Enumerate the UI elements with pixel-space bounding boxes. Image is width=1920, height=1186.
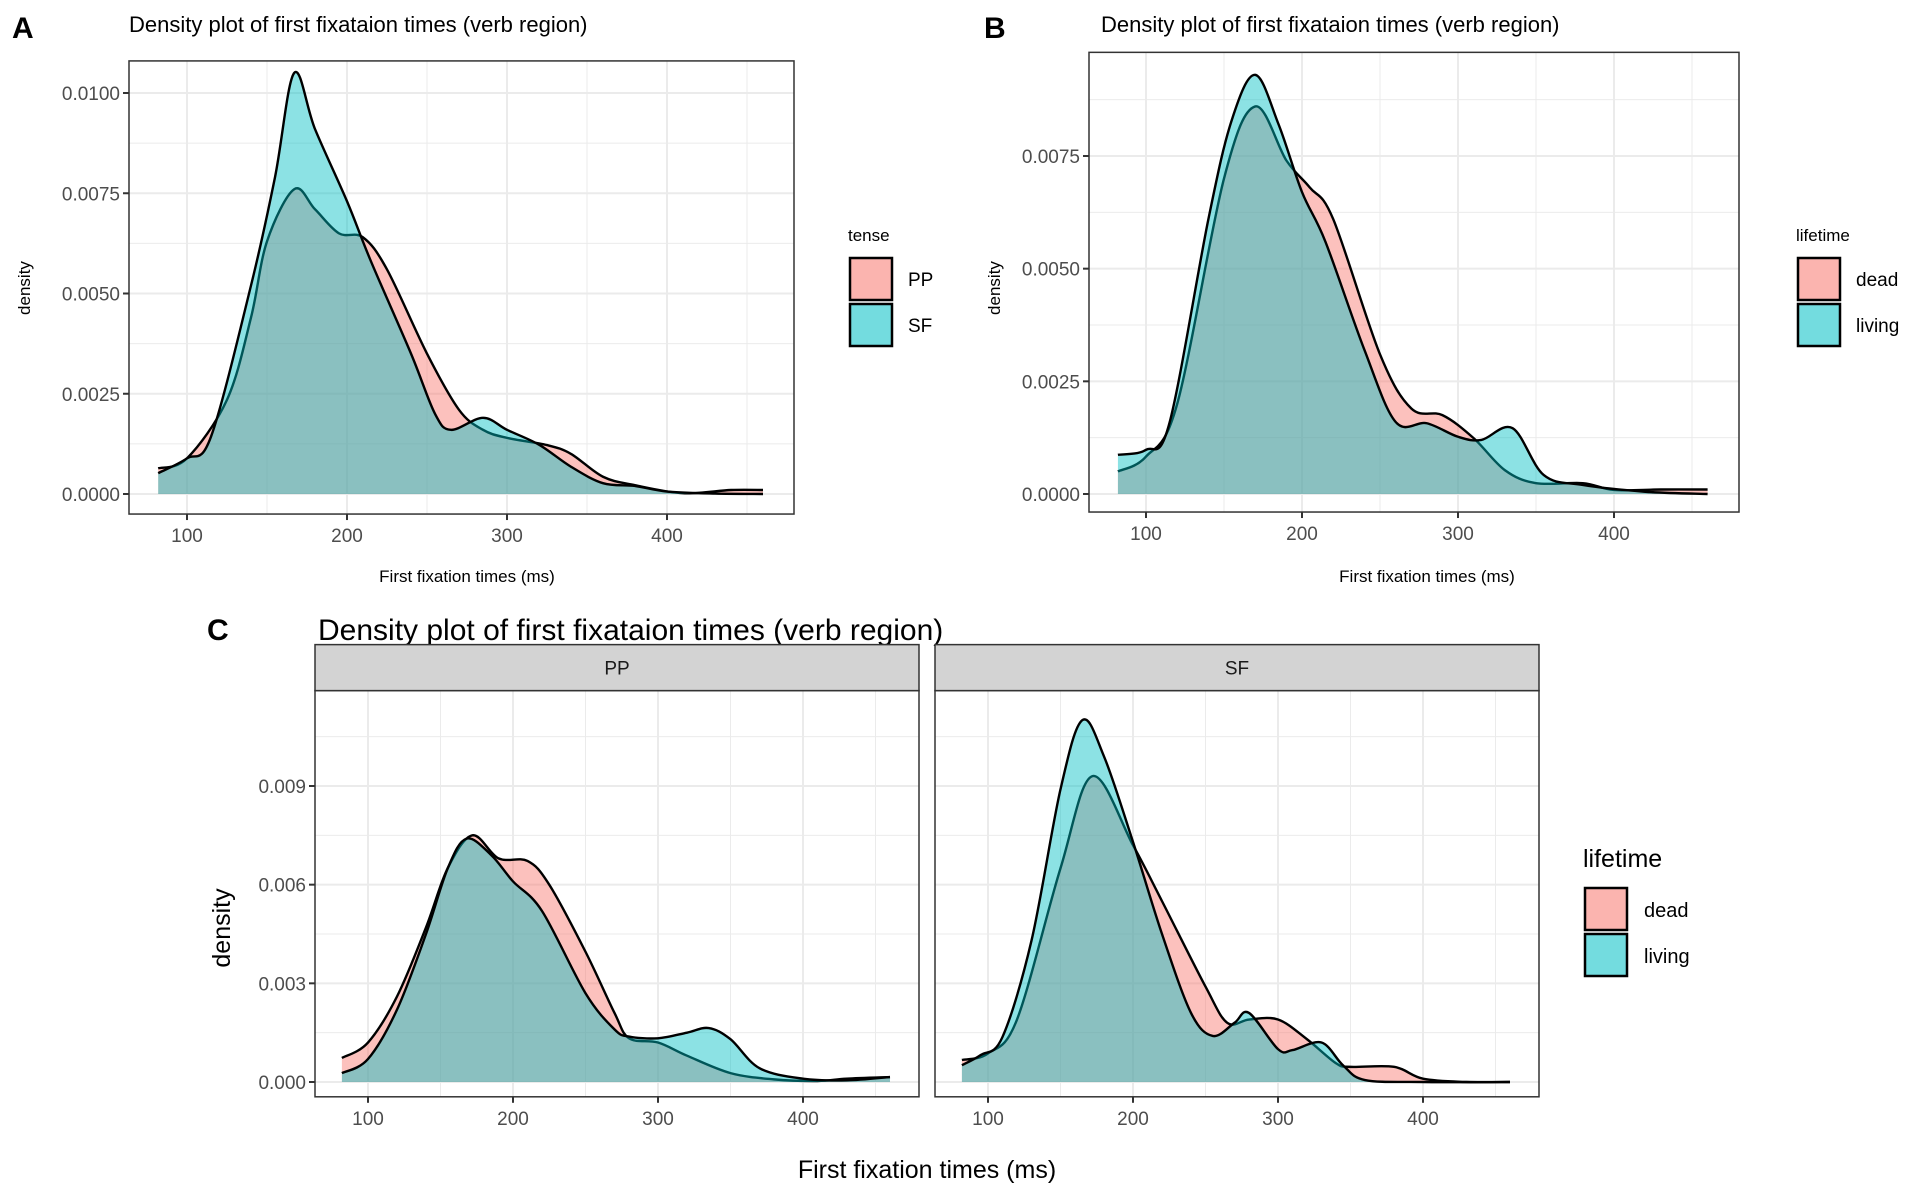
facet-strip xyxy=(934,643,1540,692)
legend-a-key-pp xyxy=(848,256,894,302)
legend-c-key-living xyxy=(1583,932,1629,978)
density-line-sf xyxy=(157,70,764,496)
density-line-dead xyxy=(341,834,891,1083)
density-area-dead xyxy=(961,775,1510,1083)
plot-border xyxy=(1088,51,1740,513)
density-area-living xyxy=(961,719,1510,1083)
plot-background xyxy=(935,690,1539,1097)
panel-b-y-axis-label: density xyxy=(985,261,1004,315)
legend-a-label-pp: PP xyxy=(908,270,933,291)
panel-c-title: Density plot of first fixataion times (v… xyxy=(318,614,943,647)
x-tick-label: 400 xyxy=(1407,1109,1439,1130)
panel-c-legend: lifetime dead living xyxy=(1583,845,1690,978)
x-tick-label: 400 xyxy=(787,1109,819,1130)
y-tick-label: 0.0025 xyxy=(1022,372,1080,393)
x-tick-label: 100 xyxy=(972,1109,1004,1130)
legend-a-key-sf xyxy=(848,302,894,348)
density-area-living xyxy=(1117,74,1708,494)
panel-b-plot-area: 0.0000 0.0025 0.0050 0.0075 100 200 300 400 xyxy=(1022,51,1740,545)
density-area-living xyxy=(341,838,890,1082)
y-tick-label: 0.009 xyxy=(258,777,306,798)
panel-a-title: Density plot of first fixataion times (v… xyxy=(129,12,588,37)
y-tick-label: 0.0050 xyxy=(62,285,120,306)
panel-a-letter: A xyxy=(12,12,34,45)
legend-b-label-living: living xyxy=(1856,316,1899,337)
panel-c-y-axis-label: density xyxy=(208,888,236,968)
panel-b-title: Density plot of first fixataion times (v… xyxy=(1101,12,1560,37)
panel-a: A Density plot of first fixataion times … xyxy=(12,12,933,586)
panel-a-y-axis-label: density xyxy=(15,261,34,315)
x-tick-label: 200 xyxy=(497,1109,529,1130)
x-tick-label: 400 xyxy=(1598,524,1630,545)
panel-b-legend: lifetime dead living xyxy=(1796,226,1899,348)
y-tick-label: 0.0025 xyxy=(62,385,120,406)
legend-a-title: tense xyxy=(848,226,890,245)
density-line-pp xyxy=(157,187,764,495)
legend-b-title: lifetime xyxy=(1796,226,1850,245)
facet-strip-label: SF xyxy=(1225,659,1249,680)
x-tick-label: 200 xyxy=(1117,1109,1149,1130)
y-tick-label: 0.0075 xyxy=(1022,147,1080,168)
panel-c-letter: C xyxy=(207,614,229,647)
legend-c-key-dead xyxy=(1583,886,1629,932)
y-tick-label: 0.003 xyxy=(258,974,306,995)
panel-c-facet-pp: 0.000 0.003 0.006 0.009 100 200 300 400 PP xyxy=(258,643,920,1130)
y-tick-label: 0.0075 xyxy=(62,184,120,205)
panel-a-legend: tense PP SF xyxy=(848,226,933,348)
legend-b-key-dead xyxy=(1796,256,1842,302)
panel-c-x-axis-label: First fixation times (ms) xyxy=(798,1156,1056,1184)
density-area-dead xyxy=(341,835,890,1082)
x-tick-label: 300 xyxy=(642,1109,674,1130)
density-area-pp xyxy=(158,188,763,495)
x-tick-label: 200 xyxy=(1286,524,1318,545)
density-area-sf xyxy=(158,71,763,494)
x-tick-label: 200 xyxy=(331,526,363,547)
panel-b-x-axis-label: First fixation times (ms) xyxy=(1339,567,1515,586)
legend-a-label-sf: SF xyxy=(908,316,932,337)
x-tick-label: 100 xyxy=(1130,524,1162,545)
legend-c-label-living: living xyxy=(1644,946,1690,968)
density-area-dead xyxy=(1117,106,1708,494)
facet-strip xyxy=(314,643,920,692)
legend-b-label-dead: dead xyxy=(1856,270,1898,291)
density-line-living xyxy=(1117,73,1708,496)
panel-b-letter: B xyxy=(984,12,1006,45)
plot-background xyxy=(129,60,794,515)
y-tick-label: 0.0050 xyxy=(1022,260,1080,281)
x-tick-label: 300 xyxy=(491,526,523,547)
panel-c: C Density plot of first fixataion times … xyxy=(207,614,1690,1184)
panel-c-facet-sf: 100 200 300 400 SF xyxy=(934,643,1540,1130)
y-tick-label: 0.0100 xyxy=(62,84,120,105)
density-line-living xyxy=(961,718,1511,1084)
x-tick-label: 300 xyxy=(1442,524,1474,545)
facet-strip-label: PP xyxy=(604,659,629,680)
legend-b-key-living xyxy=(1796,302,1842,348)
y-tick-label: 0.0000 xyxy=(1022,485,1080,506)
panel-b: B Density plot of first fixataion times … xyxy=(984,12,1899,586)
x-tick-label: 100 xyxy=(352,1109,384,1130)
plot-border xyxy=(128,60,795,515)
plot-background xyxy=(315,690,919,1097)
density-line-living xyxy=(341,837,891,1082)
x-tick-label: 300 xyxy=(1262,1109,1294,1130)
y-tick-label: 0.0000 xyxy=(62,485,120,506)
density-line-dead xyxy=(961,774,1511,1084)
legend-c-label-dead: dead xyxy=(1644,900,1689,922)
panel-a-plot-area: 0.0000 0.0025 0.0050 0.0075 0.0100 100 200 300 4… xyxy=(62,60,795,547)
y-tick-label: 0.006 xyxy=(258,876,306,897)
legend-c-title: lifetime xyxy=(1583,845,1662,873)
density-line-dead xyxy=(1117,105,1708,492)
panel-a-x-axis-label: First fixation times (ms) xyxy=(379,567,555,586)
x-tick-label: 400 xyxy=(651,526,683,547)
y-tick-label: 0.000 xyxy=(258,1073,306,1094)
x-tick-label: 100 xyxy=(171,526,203,547)
